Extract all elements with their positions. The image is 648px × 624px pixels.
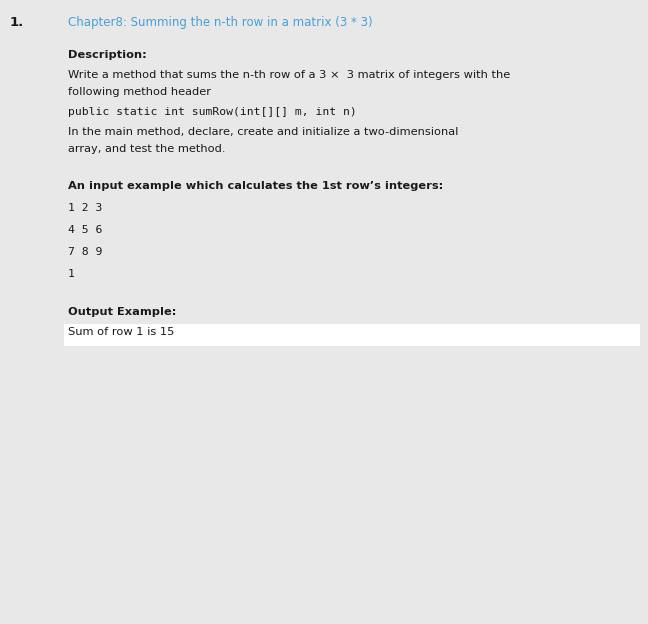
Text: 4 5 6: 4 5 6 xyxy=(68,225,102,235)
Text: array, and test the method.: array, and test the method. xyxy=(68,144,226,154)
Text: 1: 1 xyxy=(68,269,75,279)
Text: Output Example:: Output Example: xyxy=(68,307,176,317)
Text: 1 2 3: 1 2 3 xyxy=(68,203,102,213)
Text: following method header: following method header xyxy=(68,87,211,97)
Text: Sum of row 1 is 15: Sum of row 1 is 15 xyxy=(68,327,174,337)
Text: 7 8 9: 7 8 9 xyxy=(68,247,102,257)
Text: Description:: Description: xyxy=(68,50,146,60)
FancyBboxPatch shape xyxy=(64,324,640,346)
Text: An input example which calculates the 1st row’s integers:: An input example which calculates the 1s… xyxy=(68,181,443,191)
Text: 1.: 1. xyxy=(10,16,24,29)
Text: Write a method that sums the n-th row of a 3 ×  3 matrix of integers with the: Write a method that sums the n-th row of… xyxy=(68,70,510,80)
Text: Chapter8: Summing the n-th row in a matrix (3 * 3): Chapter8: Summing the n-th row in a matr… xyxy=(68,16,373,29)
Text: In the main method, declare, create and initialize a two-dimensional: In the main method, declare, create and … xyxy=(68,127,458,137)
Text: public static int sumRow(int[][] m, int n): public static int sumRow(int[][] m, int … xyxy=(68,107,357,117)
